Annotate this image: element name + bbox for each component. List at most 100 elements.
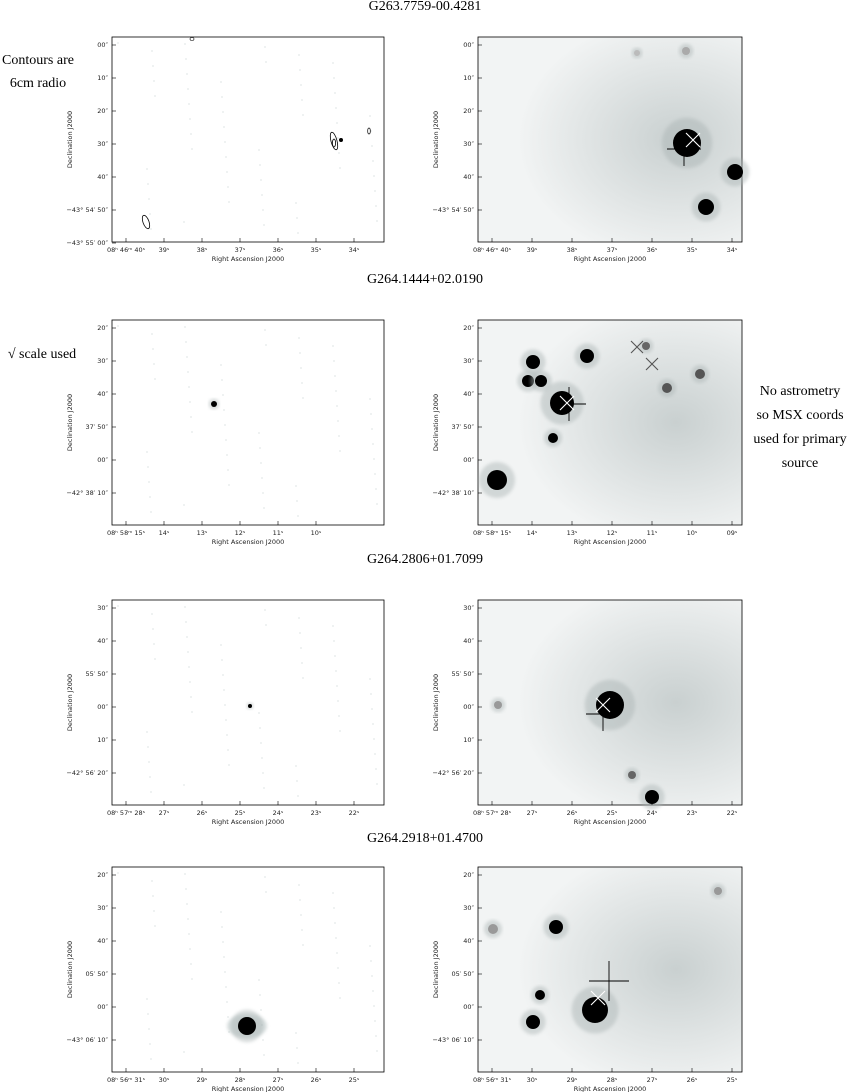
noise xyxy=(220,911,222,913)
noise xyxy=(262,492,264,494)
y-axis-label: Declination J2000 xyxy=(432,941,440,998)
x-tick-label: 29ˢ xyxy=(197,1076,208,1084)
x-tick-label: 10ˢ xyxy=(311,529,322,537)
noise xyxy=(223,409,225,411)
noise xyxy=(226,454,228,456)
x-tick-label: 13ˢ xyxy=(197,529,208,537)
noise xyxy=(228,1031,230,1033)
x-tick-label: 24ˢ xyxy=(273,809,284,817)
x-tick-label: 24ˢ xyxy=(647,809,658,817)
noise xyxy=(334,922,336,924)
noise xyxy=(333,77,335,79)
noise xyxy=(188,386,190,388)
noise xyxy=(149,213,151,215)
noise xyxy=(332,892,334,894)
noise xyxy=(148,481,150,483)
y-tick-label: −42° 38′ 10″ xyxy=(432,489,474,497)
noise xyxy=(186,903,188,905)
noise xyxy=(371,975,373,977)
noise xyxy=(261,477,263,479)
y-tick-label: 00″ xyxy=(97,41,108,49)
noise xyxy=(265,61,267,63)
x-tick-label: 08ʰ 57ᵐ 28ˢ xyxy=(473,809,512,817)
noise xyxy=(151,50,153,52)
noise xyxy=(150,791,152,793)
x-axis-label: Right Ascension J2000 xyxy=(574,538,647,546)
x-tick-label: 23ˢ xyxy=(687,809,698,817)
noise xyxy=(227,186,229,188)
noise xyxy=(339,167,341,169)
position-x xyxy=(590,990,606,1006)
noise xyxy=(191,431,193,433)
x-tick-label: 08ʰ 46ᵐ 40ˢ xyxy=(107,246,146,254)
noise xyxy=(147,466,149,468)
image-panel xyxy=(111,319,385,526)
noise xyxy=(336,685,338,687)
noise xyxy=(265,344,267,346)
noise xyxy=(372,160,374,162)
noise xyxy=(262,209,264,211)
x-tick-label: 08ʰ 58ᵐ 15ˢ xyxy=(473,529,512,537)
source xyxy=(526,1015,540,1029)
source xyxy=(535,375,547,387)
y-tick-label: 40″ xyxy=(463,390,474,398)
noise xyxy=(147,1013,149,1015)
x-tick-label: 38ˢ xyxy=(197,246,208,254)
noise xyxy=(185,58,187,60)
noise xyxy=(369,115,371,117)
x-tick-label: 34ˢ xyxy=(349,246,360,254)
noise xyxy=(376,503,378,505)
y-axis-label: Declination J2000 xyxy=(66,394,74,451)
noise xyxy=(154,925,156,927)
noise xyxy=(299,69,301,71)
image-panel xyxy=(111,599,385,806)
noise xyxy=(186,73,188,75)
noise xyxy=(227,749,229,751)
noise xyxy=(184,873,186,875)
noise xyxy=(225,156,227,158)
panel-title: G264.1444+02.0190 xyxy=(367,272,483,287)
noise xyxy=(146,731,148,733)
noise xyxy=(370,960,372,962)
noise xyxy=(258,432,260,434)
noise xyxy=(221,96,223,98)
noise xyxy=(374,473,376,475)
x-tick-label: 36ˢ xyxy=(647,246,658,254)
noise xyxy=(333,907,335,909)
noise xyxy=(374,190,376,192)
noise xyxy=(146,451,148,453)
noise xyxy=(339,730,341,732)
noise xyxy=(300,914,302,916)
y-tick-label: 20″ xyxy=(463,324,474,332)
noise xyxy=(151,880,153,882)
y-tick-label: 20″ xyxy=(97,324,108,332)
noise xyxy=(263,507,265,509)
note-line: No astrometry xyxy=(760,384,840,399)
noise xyxy=(191,148,193,150)
x-tick-label: 30ˢ xyxy=(159,1076,170,1084)
noise xyxy=(148,1028,150,1030)
y-tick-label: 40″ xyxy=(97,937,108,945)
noise xyxy=(265,891,267,893)
y-tick-label: 10″ xyxy=(463,736,474,744)
y-axis-label: Declination J2000 xyxy=(432,111,440,168)
noise xyxy=(185,341,187,343)
source xyxy=(727,164,743,180)
x-tick-label: 08ʰ 58ᵐ 15ˢ xyxy=(107,529,146,537)
noise xyxy=(147,746,149,748)
noise xyxy=(338,982,340,984)
noise xyxy=(259,994,261,996)
noise xyxy=(188,933,190,935)
panel-title: G263.7759-00.4281 xyxy=(369,0,482,14)
source xyxy=(695,369,705,379)
y-tick-label: 00″ xyxy=(463,41,474,49)
x-tick-label: 13ˢ xyxy=(567,529,578,537)
y-tick-label: −43° 54′ 50″ xyxy=(432,206,474,214)
noise xyxy=(223,956,225,958)
y-tick-label: −43° 06′ 10″ xyxy=(66,1036,108,1044)
noise xyxy=(261,757,263,759)
note-line: source xyxy=(782,456,819,471)
y-axis-label: Declination J2000 xyxy=(66,674,74,731)
noise xyxy=(260,179,262,181)
source xyxy=(714,887,722,895)
